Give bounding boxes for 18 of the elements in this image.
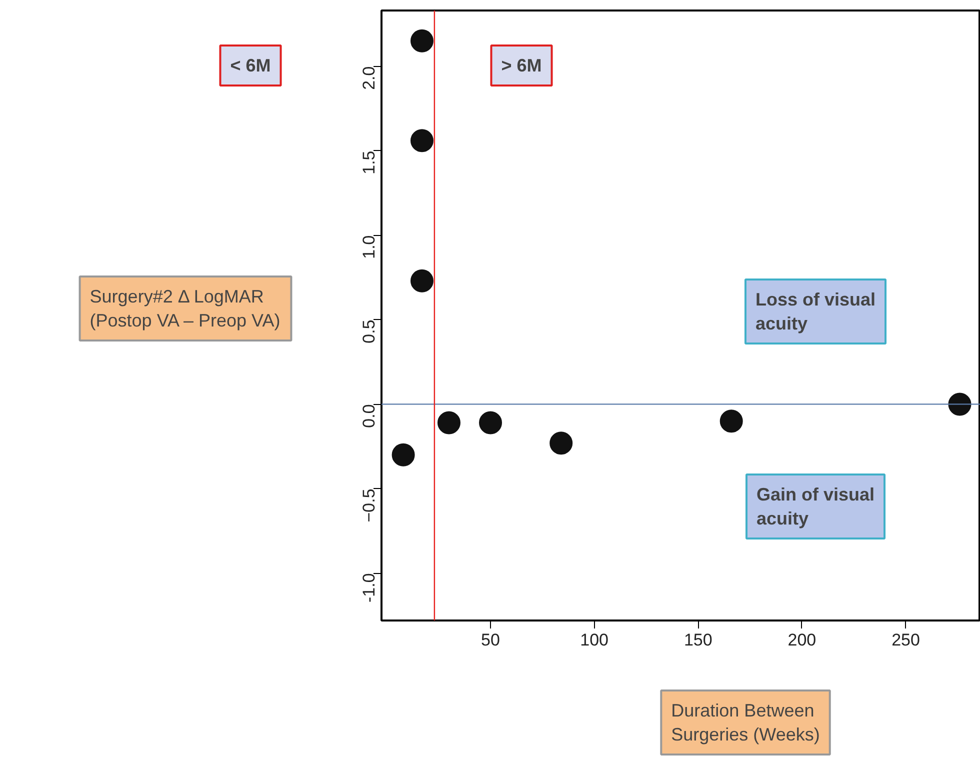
text: < 6M: [230, 56, 271, 76]
y-tick-label: 0.5: [360, 320, 378, 344]
x-axis-title: Duration Between Surgeries (Weeks): [671, 700, 820, 744]
y-tick-label: -1.0: [360, 573, 378, 602]
x-tick-label: 250: [892, 630, 920, 650]
annotation: Loss of visual acuity: [755, 290, 876, 334]
annotation: > 6M: [501, 56, 542, 76]
x-tick-label: 150: [684, 630, 712, 650]
x-tick-label: 200: [788, 630, 816, 650]
x-tick-label: 50: [481, 630, 500, 650]
y-tick-label: 2.0: [360, 66, 378, 90]
y-tick-label: −0.5: [360, 488, 378, 522]
y-tick-label: 1.5: [360, 150, 378, 174]
y-tick-label: 0.0: [360, 404, 378, 428]
annotation: Gain of visual acuity: [756, 484, 875, 528]
x-tick-label: 100: [580, 630, 609, 650]
y-axis-title: Surgery#2 Δ LogMAR (Postop VA – Preop VA): [90, 286, 280, 330]
y-tick-label: 1.0: [360, 235, 378, 259]
